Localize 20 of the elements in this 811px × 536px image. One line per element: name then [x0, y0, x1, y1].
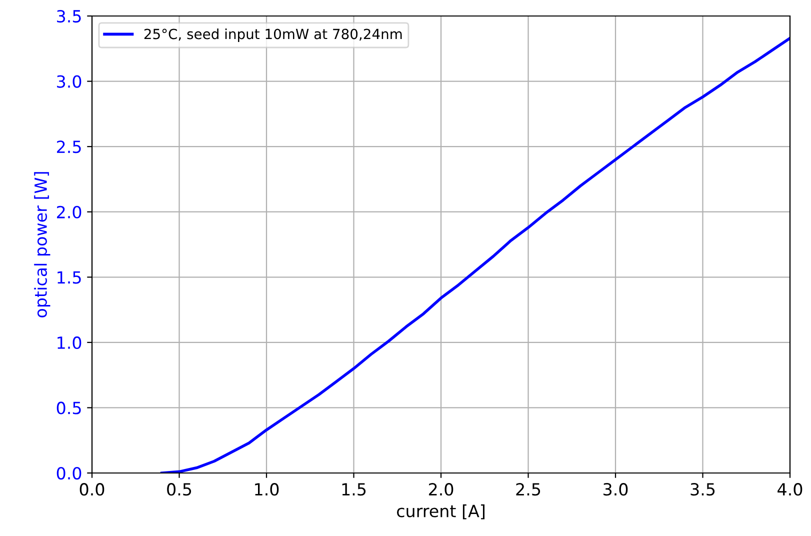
y-tick-label: 2.5: [56, 140, 81, 154]
x-tick-label: 2.0: [428, 483, 454, 496]
y-tick-label: 3.5: [57, 10, 81, 23]
y-tick-label: 2.0: [56, 206, 82, 218]
y-tick-label: 3.0: [57, 75, 82, 88]
y-tick-label: 1.0: [58, 336, 82, 349]
y-tick-label: 0.0: [56, 466, 82, 480]
x-tick-label: 3.5: [690, 483, 715, 496]
x-tick-label: 0.0: [80, 483, 104, 496]
x-axis-title: current [A]: [397, 504, 484, 520]
x-tick-label: 1.0: [255, 483, 279, 496]
y-axis-title: optical power [W]: [34, 172, 50, 318]
x-tick-label: 0.5: [167, 483, 192, 496]
x-tick-label: 4.0: [778, 483, 802, 496]
x-tick-label: 1.5: [342, 483, 366, 496]
x-tick-label: 3.0: [604, 483, 628, 496]
x-tick-label: 2.5: [516, 483, 540, 496]
y-tick-label: 1.5: [58, 271, 81, 284]
y-tick-label: 0.5: [56, 402, 81, 414]
legend-label: 25°C, seed input 10mW at 780,24nm: [144, 28, 402, 42]
